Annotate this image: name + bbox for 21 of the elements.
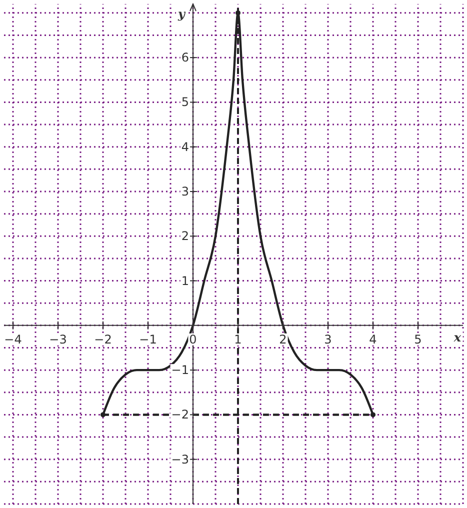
x-tick-label: 2 [279,332,287,346]
x-tick-label: 3 [324,332,332,346]
y-tick-label: 2 [181,229,189,244]
x-tick-label: 0 [189,332,197,346]
x-tick-label: 5 [414,332,422,346]
x-tick-label: −3 [49,332,67,346]
x-tick-label: 1 [234,332,242,346]
y-tick-label: 3 [181,184,189,198]
y-tick-label: 6 [181,50,189,65]
y-tick-label: 4 [181,140,189,154]
y-tick-label: 1 [181,274,189,288]
x-tick-label: −1 [139,332,157,346]
y-tick-label: −3 [171,452,189,466]
y-tick-label: −1 [171,363,189,378]
x-tick-label: 4 [369,332,377,346]
y-tick-label: −2 [171,408,189,422]
x-tick-label: −2 [94,332,112,346]
y-axis-title: y [177,7,186,21]
x-tick-label: −4 [4,332,22,346]
x-axis-title: x [452,330,462,344]
y-tick-label: 5 [181,95,189,110]
